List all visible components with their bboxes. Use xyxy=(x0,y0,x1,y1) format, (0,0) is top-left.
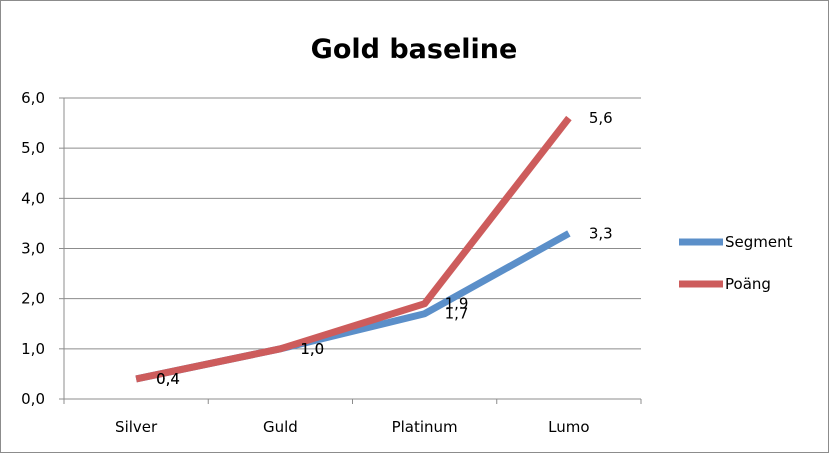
y-tick-label: 5,0 xyxy=(21,139,45,157)
data-labels: 0,41,01,73,30,41,01,95,6 xyxy=(156,109,613,388)
x-tick-label: Guld xyxy=(263,418,298,436)
gridlines xyxy=(59,97,642,404)
legend-label: Poäng xyxy=(725,275,771,293)
legend-label: Segment xyxy=(725,233,793,251)
y-tick-label: 1,0 xyxy=(21,340,45,358)
data-label: 3,3 xyxy=(589,224,613,242)
data-label: 1,0 xyxy=(300,340,324,358)
series-lines xyxy=(135,115,572,383)
data-label: 1,0 xyxy=(300,340,324,358)
data-label: 5,6 xyxy=(589,109,613,127)
data-label: 0,4 xyxy=(156,370,180,388)
y-tick-label: 3,0 xyxy=(21,240,45,258)
y-tick-label: 4,0 xyxy=(21,189,45,207)
y-tick-label: 0,0 xyxy=(21,390,45,408)
data-label: 1,9 xyxy=(445,295,469,313)
chart-title: Gold baseline xyxy=(311,34,518,65)
x-tick-label: Platinum xyxy=(392,418,458,436)
y-tick-label: 2,0 xyxy=(21,290,45,308)
data-label: 0,4 xyxy=(156,370,180,388)
x-axis-ticks: Silver Guld Platinum Lumo xyxy=(115,418,590,436)
x-tick-label: Lumo xyxy=(548,418,589,436)
series-line-1 xyxy=(135,115,572,383)
data-label: 1,7 xyxy=(445,305,469,323)
x-tick-label: Silver xyxy=(115,418,158,436)
y-tick-label: 6,0 xyxy=(21,89,45,107)
y-axis-ticks: 0,0 1,0 2,0 3,0 4,0 5,0 6,0 xyxy=(21,89,45,408)
series-line-0 xyxy=(135,230,571,383)
legend: Segment Poäng xyxy=(679,233,793,293)
